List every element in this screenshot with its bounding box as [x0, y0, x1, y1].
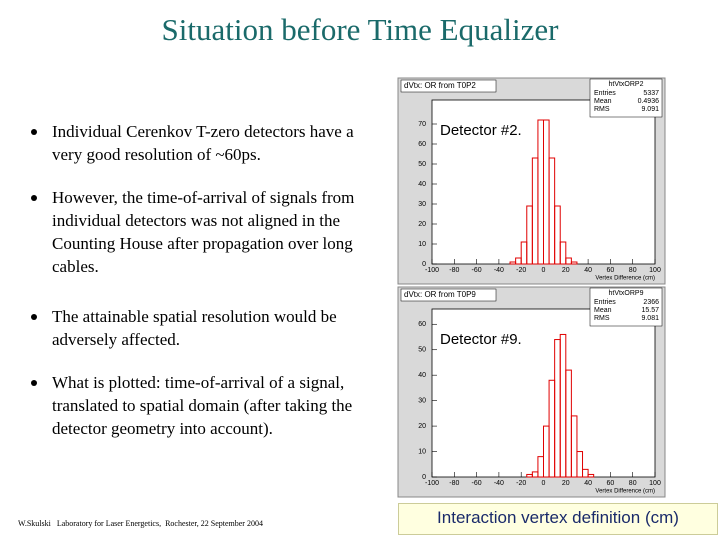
- stats-label: RMS: [594, 315, 610, 322]
- x-tick-label: 40: [584, 267, 592, 274]
- x-tick-label: 0: [542, 480, 546, 487]
- bullet-text: The attainable spatial resolution would …: [52, 307, 337, 349]
- x-tick-label: 60: [607, 480, 615, 487]
- bullet-dot: [31, 195, 37, 201]
- stats-value: 9.091: [641, 106, 659, 113]
- x-tick-label: -60: [472, 267, 482, 274]
- panel-title-box: [400, 79, 497, 93]
- x-tick-label: -40: [494, 267, 504, 274]
- x-tick-label: 80: [629, 267, 637, 274]
- y-tick-label: 20: [418, 221, 426, 228]
- x-tick-label: -80: [449, 480, 459, 487]
- footer: W.Skulski Laboratory for Laser Energetic…: [18, 519, 263, 528]
- histogram-bin: [582, 468, 589, 478]
- histogram-bin: [554, 205, 561, 265]
- y-tick-label: 10: [418, 241, 426, 248]
- caption: Interaction vertex definition (cm): [398, 503, 718, 535]
- annotation: Detector #9.: [440, 331, 522, 348]
- bullet: However, the time-of-arrival of signals …: [31, 186, 382, 278]
- panel-title: dVtx: OR from T0P2: [404, 81, 476, 90]
- stats-title: htVtxORP2: [608, 81, 643, 88]
- stats-label: RMS: [594, 106, 610, 113]
- x-tick-label: 80: [629, 480, 637, 487]
- stats-value: 15.57: [641, 307, 659, 314]
- y-tick-label: 50: [418, 161, 426, 168]
- x-tick-label: 0: [542, 267, 546, 274]
- stats-box: [589, 287, 663, 327]
- bullet-dot: [31, 129, 37, 135]
- bullet: Individual Cerenkov T-zero detectors hav…: [31, 120, 382, 166]
- bullet-dot: [31, 380, 37, 386]
- stats-label: Mean: [594, 307, 612, 314]
- y-tick-label: 30: [418, 201, 426, 208]
- histogram-bin: [559, 241, 567, 265]
- x-tick-label: 60: [607, 267, 615, 274]
- x-axis-label: Vertex Difference (cm): [595, 489, 655, 495]
- annotation-box: [437, 120, 537, 140]
- bullet-text: Individual Cerenkov T-zero detectors hav…: [52, 122, 354, 164]
- histogram-bin: [570, 415, 578, 478]
- y-tick-label: 60: [418, 321, 426, 328]
- y-tick-label: 30: [418, 397, 426, 404]
- stats-value: 5337: [643, 90, 659, 97]
- histogram-bin: [587, 473, 595, 478]
- y-tick-label: 20: [418, 423, 426, 430]
- y-tick-label: 10: [418, 448, 426, 455]
- y-tick-label: 50: [418, 347, 426, 354]
- histogram-bin: [570, 261, 578, 265]
- x-tick-label: 40: [584, 480, 592, 487]
- x-axis-label: Vertex Difference (cm): [595, 276, 655, 282]
- panel-title: dVtx: OR from T0P9: [404, 290, 476, 299]
- y-tick-label: 70: [418, 121, 426, 128]
- annotation-box: [437, 329, 537, 349]
- histogram-bin: [576, 451, 584, 478]
- bullet-text: What is plotted: time-of-arrival of a si…: [52, 373, 353, 438]
- x-tick-label: -60: [472, 480, 482, 487]
- x-tick-label: 100: [649, 267, 661, 274]
- y-tick-label: 0: [422, 261, 426, 268]
- stats-box: [589, 78, 663, 118]
- bullet-text: However, the time-of-arrival of signals …: [52, 188, 355, 276]
- bullet-dot: [31, 314, 37, 320]
- x-tick-label: -20: [516, 480, 526, 487]
- y-tick-label: 40: [418, 181, 426, 188]
- y-tick-label: 60: [418, 141, 426, 148]
- stats-label: Entries: [594, 90, 616, 97]
- x-tick-label: -40: [494, 480, 504, 487]
- x-tick-label: -100: [425, 267, 439, 274]
- stats-label: Entries: [594, 299, 616, 306]
- x-tick-label: -80: [449, 267, 459, 274]
- stats-title: htVtxORP9: [608, 290, 643, 297]
- annotation: Detector #2.: [440, 122, 522, 139]
- x-tick-label: 100: [649, 480, 661, 487]
- stats-label: Mean: [594, 98, 612, 105]
- slide-title: Situation before Time Equalizer: [161, 12, 559, 47]
- x-tick-label: 20: [562, 267, 570, 274]
- bullet: What is plotted: time-of-arrival of a si…: [31, 371, 382, 440]
- stats-value: 9.081: [641, 315, 659, 322]
- histogram-bin: [565, 257, 572, 265]
- panel-title-box: [400, 288, 497, 302]
- stats-value: 0.4936: [638, 98, 660, 105]
- x-tick-label: -20: [516, 267, 526, 274]
- x-tick-label: -100: [425, 480, 439, 487]
- stats-value: 2366: [643, 299, 659, 306]
- y-tick-label: 40: [418, 372, 426, 379]
- x-tick-label: 20: [562, 480, 570, 487]
- y-tick-label: 0: [422, 474, 426, 481]
- bullet: The attainable spatial resolution would …: [31, 305, 382, 351]
